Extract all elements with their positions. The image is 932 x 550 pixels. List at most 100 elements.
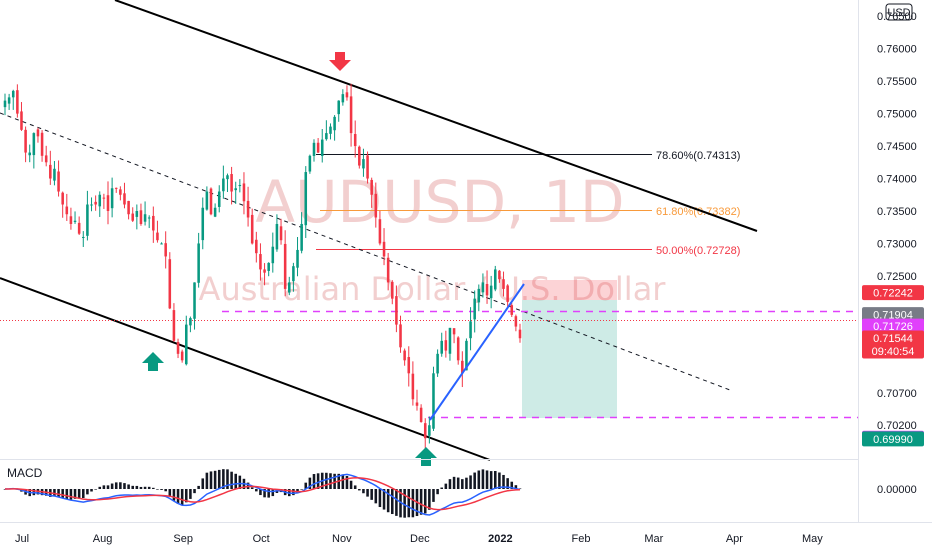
candle-body [386,257,390,283]
macd-histogram-bar [82,489,85,499]
candle-body [428,425,431,436]
price-badge [862,330,924,359]
candle-body [255,239,258,254]
channel-lower-line[interactable] [0,277,491,461]
candle-body [345,92,349,98]
macd-histogram-bar [498,472,501,489]
candle-body [432,373,435,429]
macd-histogram-bar [300,489,303,490]
time-axis[interactable]: Jul Aug Sep Oct Nov Dec 2022 Feb Mar Apr May [0,522,932,546]
macd-histogram-bar [489,471,493,489]
macd-histogram-bar [164,489,167,492]
macd-histogram-bar [255,489,258,492]
macd-histogram-bar [366,489,369,497]
channel-upper-line[interactable] [114,0,758,232]
candle-body [498,270,501,280]
candle-body [378,219,382,244]
candle-body [456,337,460,361]
candle-body [7,97,11,104]
symbol-watermark: AUDUSD, 1D [255,168,624,236]
candle-body [16,90,19,114]
macd-histogram-bar [61,489,64,499]
macd-histogram-bar [461,479,464,489]
candle-body [176,341,180,354]
candle-body [494,269,497,290]
macd-histogram-bar [131,485,134,489]
candle-body [3,100,7,108]
price-axis[interactable]: USD 0.765000.760000.755000.750000.745000… [858,0,925,522]
macd-histogram-bar [374,489,378,504]
macd-histogram-bar [267,489,270,498]
y-tick-label: 0.76000 [877,44,917,56]
candle-body [193,282,196,319]
macd-histogram-bar [452,476,456,489]
candle-body [312,142,316,156]
macd-histogram-bar [250,487,254,489]
signal-line [5,477,521,511]
candle-body [423,423,427,439]
candle-body [436,353,439,374]
macd-histogram-bar [127,484,130,489]
macd-histogram-bar [238,475,242,489]
candle-body [106,195,110,211]
x-tick-label: Apr [726,533,743,545]
candle-body [82,236,85,238]
candle-body [180,351,184,361]
y-tick-label: 0.72500 [877,271,917,283]
channel-mid-line[interactable] [0,112,731,391]
macd-histogram-bar [444,483,448,489]
macd-histogram-bar [411,489,415,518]
candle-body [399,324,402,348]
candle-body [98,194,102,207]
candle-body [403,350,406,361]
candle-body [172,310,176,341]
candle-body [325,133,328,140]
candle-body [24,129,27,153]
macd-histogram-bar [226,469,229,489]
y-tick-label: 0.75500 [877,76,917,88]
macd-histogram-bar [197,485,200,489]
macd-histogram-bar [135,485,139,489]
candle-body [185,324,188,365]
y-tick-label: 0.76500 [877,11,917,23]
macd-histogram [3,469,522,518]
fib-50-label: 50.00%(0.72728) [656,245,740,257]
candle-body [395,296,398,325]
arrow-up-icon [415,447,437,466]
candle-body [415,402,419,406]
candle-body [147,217,151,219]
stop-zone[interactable] [522,280,617,300]
candle-body [358,146,361,166]
macd-histogram-bar [193,489,196,494]
candle-body [440,340,443,354]
y-tick-label: 0.73500 [877,206,917,218]
candle-body [296,249,299,268]
target-zone[interactable] [522,300,617,418]
macd-histogram-bar [180,489,184,506]
candle-body [209,188,213,215]
candle-body [259,254,262,270]
candle-body [288,282,291,293]
candle-body [465,340,468,371]
trendline[interactable] [429,283,525,421]
price-badge-label: 0.72242 [873,288,913,300]
macd-histogram-bar [353,485,357,489]
candle-body [353,134,357,147]
macd-histogram-bar [448,479,452,489]
currency-label: USD [887,7,910,19]
fib-levels[interactable]: 78.60%(0.74313) 61.80%(0.73382) 50.00%(0… [316,150,740,257]
macd-histogram-bar [341,474,345,489]
price-badge [862,431,924,447]
macd-histogram-bar [209,471,213,489]
macd-histogram-bar [139,486,143,489]
candle-body [419,407,423,422]
candle-body [102,197,106,199]
macd-histogram-bar [436,489,439,495]
channel-lines[interactable] [0,0,758,461]
candle-body [28,152,31,156]
short-position-tool[interactable] [522,280,617,418]
macd-histogram-bar [432,489,435,502]
macd-pane: MACD [3,466,522,518]
candle-body [349,96,353,134]
